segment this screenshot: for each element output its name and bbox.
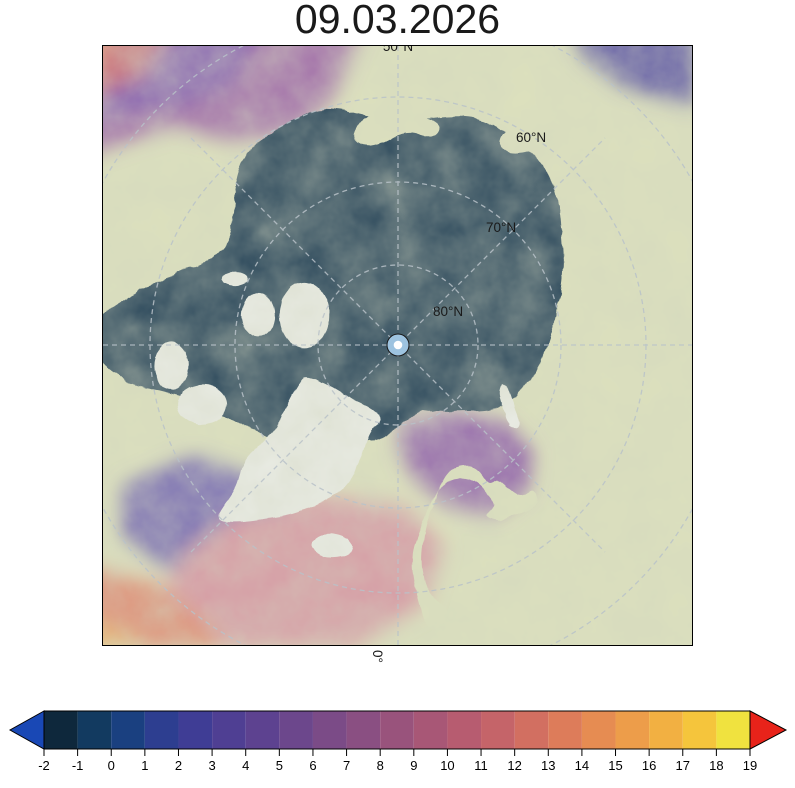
svg-text:60°N: 60°N xyxy=(516,130,546,145)
svg-text:11: 11 xyxy=(474,758,488,773)
svg-text:8: 8 xyxy=(377,758,384,773)
svg-text:70°N: 70°N xyxy=(486,220,516,235)
svg-text:80°N: 80°N xyxy=(433,304,463,319)
svg-text:7: 7 xyxy=(343,758,350,773)
svg-text:2: 2 xyxy=(175,758,182,773)
svg-text:-2: -2 xyxy=(38,758,50,773)
svg-text:19: 19 xyxy=(743,758,757,773)
svg-text:1: 1 xyxy=(141,758,148,773)
svg-text:-1: -1 xyxy=(72,758,84,773)
svg-text:14: 14 xyxy=(575,758,589,773)
svg-text:9: 9 xyxy=(410,758,417,773)
svg-text:10: 10 xyxy=(440,758,454,773)
svg-text:15: 15 xyxy=(608,758,622,773)
svg-text:4: 4 xyxy=(242,758,249,773)
svg-text:13: 13 xyxy=(541,758,555,773)
svg-text:16: 16 xyxy=(642,758,656,773)
svg-text:3: 3 xyxy=(208,758,215,773)
svg-text:6: 6 xyxy=(309,758,316,773)
svg-text:50°N: 50°N xyxy=(383,46,413,54)
svg-text:12: 12 xyxy=(507,758,521,773)
svg-text:17: 17 xyxy=(676,758,690,773)
svg-text:0: 0 xyxy=(108,758,115,773)
svg-text:5: 5 xyxy=(276,758,283,773)
svg-text:18: 18 xyxy=(709,758,723,773)
